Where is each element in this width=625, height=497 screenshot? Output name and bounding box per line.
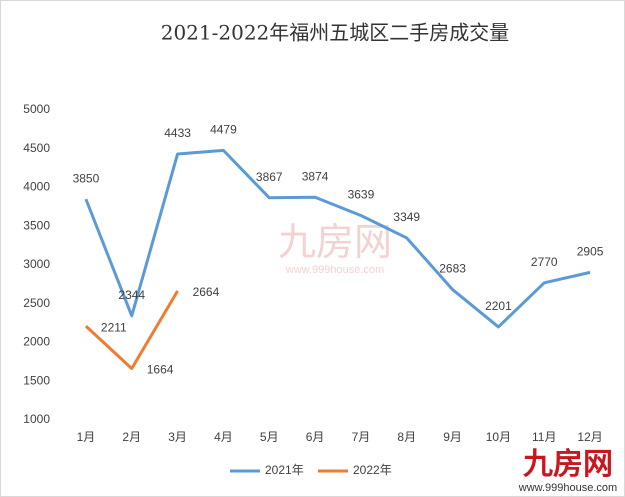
x-tick-label: 7月: [352, 430, 371, 444]
data-label: 2664: [193, 285, 220, 299]
x-tick-label: 1月: [77, 430, 96, 444]
line-series: [84, 148, 591, 329]
data-label: 4479: [210, 123, 237, 137]
x-tick-label: 2月: [122, 430, 141, 444]
data-label: 2211: [101, 320, 127, 334]
data-label: 4433: [164, 126, 191, 140]
x-tick-label: 5月: [260, 430, 279, 444]
legend-label: 2021年: [265, 463, 304, 477]
data-label: 3639: [348, 188, 375, 202]
y-tick-label: 2000: [23, 335, 50, 349]
data-label: 2683: [439, 262, 466, 276]
data-label: 3850: [73, 171, 100, 185]
data-label: 2201: [485, 299, 512, 313]
line-series: [84, 290, 179, 371]
y-tick-label: 3500: [23, 218, 50, 232]
logo: 九房网: [523, 448, 613, 481]
x-tick-label: 9月: [443, 430, 462, 444]
data-label: 3874: [302, 169, 329, 183]
y-tick-label: 2500: [23, 296, 50, 310]
x-tick-label: 6月: [306, 430, 325, 444]
data-label: 2344: [118, 288, 145, 302]
y-tick-label: 4000: [23, 180, 50, 194]
x-tick-label: 12月: [577, 430, 602, 444]
x-tick-label: 3月: [168, 430, 187, 444]
data-label: 1664: [147, 363, 174, 377]
y-tick-label: 5000: [23, 102, 50, 116]
y-tick-label: 1500: [23, 373, 50, 387]
x-tick-label: 11月: [532, 430, 556, 444]
y-tick-label: 3000: [23, 257, 50, 271]
x-tick-label: 8月: [397, 430, 416, 444]
data-label: 3867: [256, 170, 283, 184]
logo-url: www.999house.com: [518, 482, 617, 494]
x-tick-label: 4月: [214, 430, 233, 444]
watermark-url: www.999house.com: [285, 264, 384, 276]
data-label: 3349: [393, 210, 420, 224]
data-label: 2770: [531, 255, 558, 269]
chart-title: 2021-2022年福州五城区二手房成交量: [161, 21, 510, 45]
data-label: 2905: [577, 245, 604, 259]
y-tick-label: 4500: [23, 141, 50, 155]
y-tick-label: 1000: [23, 412, 50, 426]
x-tick-label: 10月: [486, 430, 511, 444]
legend-label: 2022年: [353, 463, 392, 477]
watermark: 九房网: [278, 222, 392, 264]
